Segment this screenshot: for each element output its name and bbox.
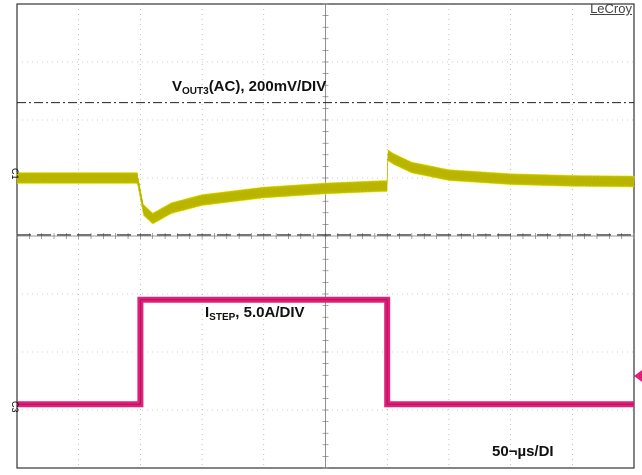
istep-label-scale: , 5.0A/DIV [235,304,305,321]
vout-label-scale: (AC), 200mV/DIV [208,78,327,95]
trigger-level-arrow [634,370,642,382]
vout-label-subscript: OUT3 [182,86,209,97]
lecroy-logo: LeCroy [590,1,632,16]
vout-trace-ripple [16,150,635,224]
ch1-marker-label: C1 [10,168,20,180]
ch1-ground-marker: C1 [10,168,20,180]
reference-lines [17,102,634,236]
istep-channel-label: ISTEP, 5.0A/DIV [205,304,305,323]
istep-trace-core [17,299,634,405]
timebase-label: 50¬µs/DI [492,443,554,460]
ch3-marker-label: C3 [10,401,20,413]
graticule [16,3,635,469]
traces [16,149,635,408]
ch3-ground-marker: C3 [10,401,20,413]
vout-label-prefix: V [172,78,183,95]
istep-label-subscript: STEP [209,312,236,323]
vout-channel-label: VOUT3(AC), 200mV/DIV [172,78,326,97]
istep-label-prefix: I [205,304,210,321]
